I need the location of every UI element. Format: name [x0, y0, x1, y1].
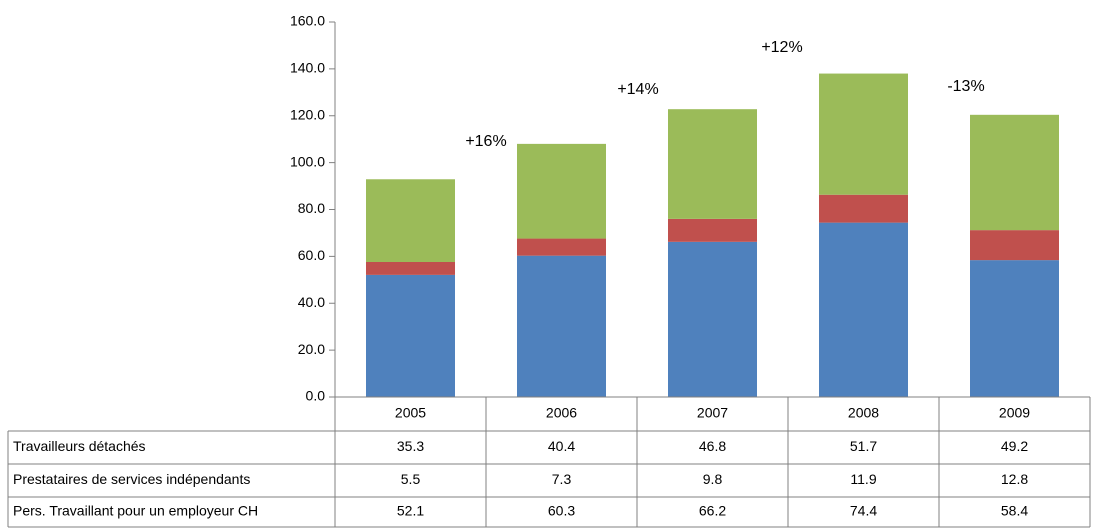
y-tick-label: 100.0 — [290, 153, 325, 169]
table-value: 12.8 — [1001, 471, 1028, 487]
annotation: +14% — [617, 81, 658, 98]
y-tick-label: 80.0 — [298, 200, 325, 216]
y-tick-label: 120.0 — [290, 106, 325, 122]
bar-segment — [970, 260, 1059, 397]
annotation: +16% — [465, 133, 506, 150]
bar-segment — [517, 238, 606, 256]
table-value: 11.9 — [850, 471, 876, 487]
bar-segment — [366, 179, 455, 262]
annotation: -13% — [947, 78, 984, 95]
legend-label: Pers. Travaillant pour un employeur CH — [13, 503, 258, 519]
table-value: 5.5 — [401, 471, 421, 487]
bar-segment — [668, 241, 757, 397]
table-value: 40.4 — [548, 438, 575, 454]
bar-segment — [668, 218, 757, 242]
bar-segment — [366, 262, 455, 275]
x-tick-label: 2006 — [546, 405, 577, 421]
table-value: 7.3 — [552, 471, 572, 487]
table-value: 35.3 — [397, 438, 424, 454]
bar-segment — [517, 255, 606, 397]
bar-segment — [970, 114, 1059, 231]
y-tick-label: 160.0 — [290, 13, 325, 29]
legend-label: Travailleurs détachés — [13, 438, 146, 454]
bar-segment — [819, 222, 908, 397]
table-value: 66.2 — [699, 503, 726, 519]
y-tick-label: 40.0 — [298, 294, 325, 310]
table-value: 58.4 — [1001, 503, 1028, 519]
y-tick-label: 20.0 — [298, 341, 325, 357]
table-value: 52.1 — [397, 503, 424, 519]
y-tick-label: 140.0 — [290, 60, 325, 76]
y-tick-label: 0.0 — [306, 388, 326, 404]
table-value: 9.8 — [703, 471, 723, 487]
x-tick-label: 2007 — [697, 405, 728, 421]
x-tick-label: 2009 — [999, 405, 1030, 421]
bar-segment — [819, 194, 908, 223]
table-value: 46.8 — [699, 438, 726, 454]
legend-label: Prestataires de services indépendants — [13, 471, 250, 487]
table-value: 74.4 — [850, 503, 877, 519]
x-tick-label: 2005 — [395, 405, 426, 421]
table-value: 60.3 — [548, 503, 575, 519]
table-value: 51.7 — [850, 438, 877, 454]
table-value: 49.2 — [1001, 438, 1028, 454]
annotation: +12% — [761, 39, 802, 56]
bar-segment — [668, 109, 757, 219]
bar-segment — [517, 143, 606, 239]
bar-segment — [970, 230, 1059, 261]
y-tick-label: 60.0 — [298, 247, 325, 263]
x-tick-label: 2008 — [848, 405, 879, 421]
bar-segment — [366, 274, 455, 397]
bar-segment — [819, 73, 908, 195]
